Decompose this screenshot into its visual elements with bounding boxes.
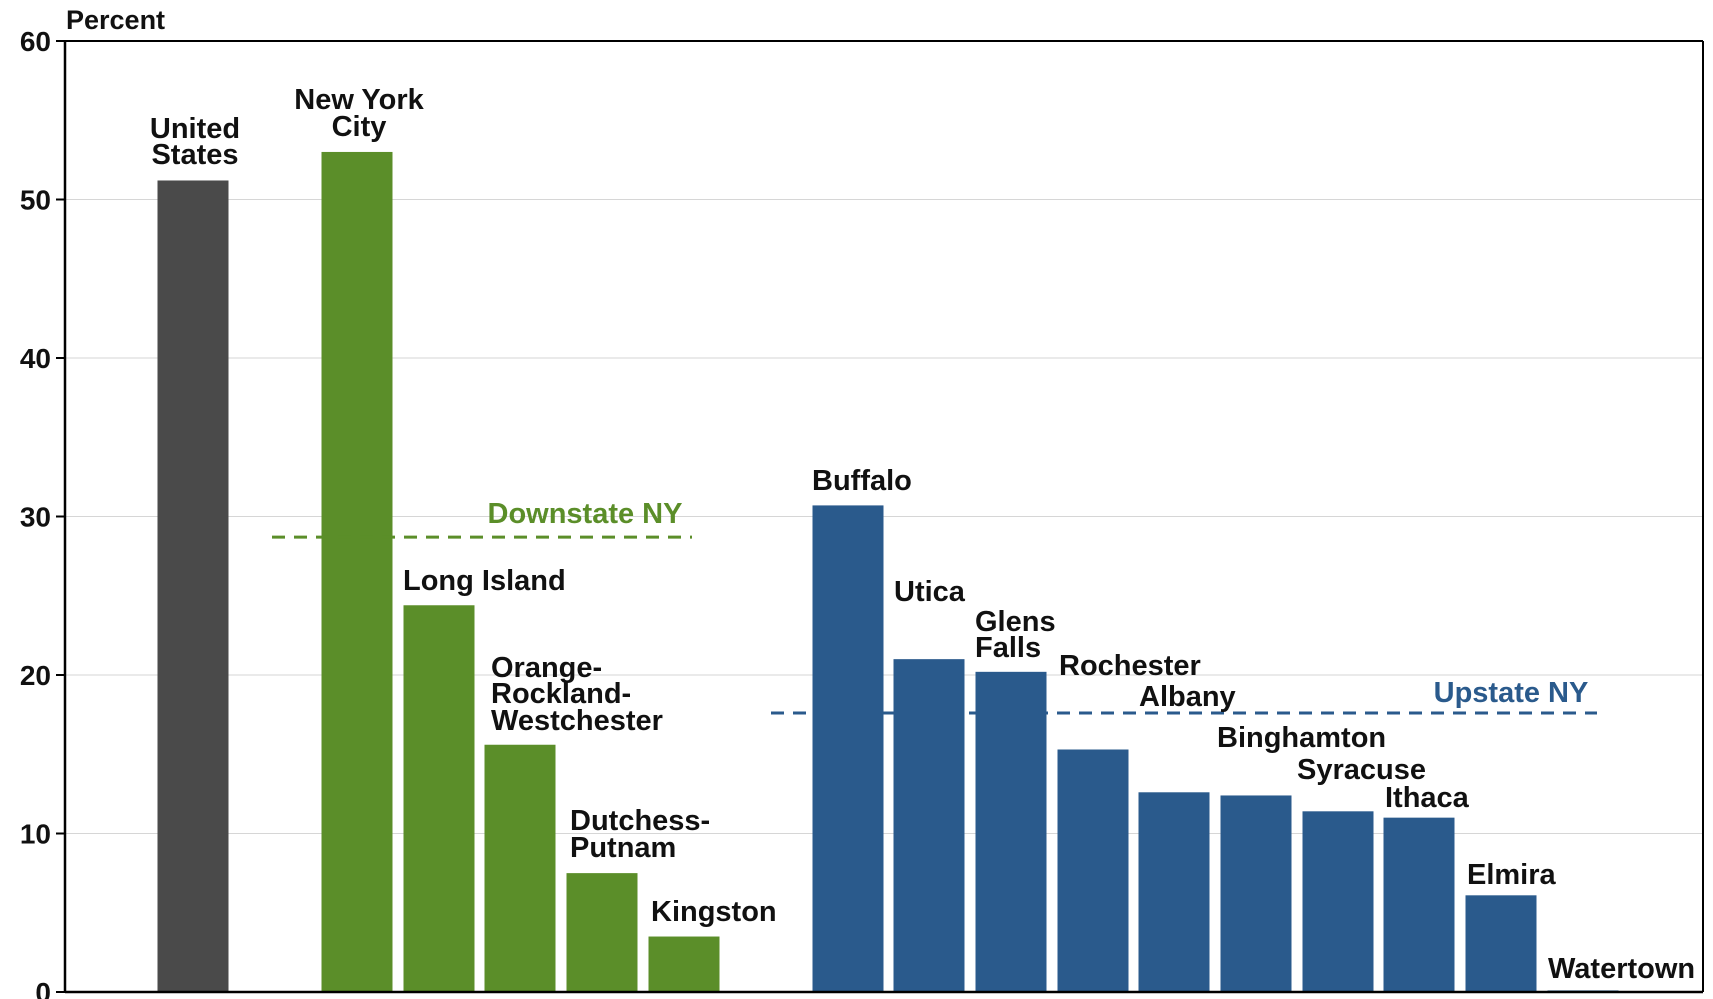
bar-label: New York City xyxy=(294,84,424,143)
y-tick-label: 10 xyxy=(20,819,51,850)
bar xyxy=(566,873,638,992)
bar-label: Dutchess-Putnam xyxy=(570,805,710,864)
y-tick-label: 30 xyxy=(20,502,51,533)
bar xyxy=(812,505,884,992)
gridlines xyxy=(65,199,1703,834)
bar-label: Watertown xyxy=(1548,953,1695,985)
bar-label: Rochester xyxy=(1059,650,1201,682)
bar-labels: United States New York City Long Island Orang… xyxy=(150,84,1695,985)
y-tick-label: 0 xyxy=(35,977,51,999)
bar xyxy=(157,180,229,993)
bar xyxy=(1057,749,1129,992)
bar-label: Albany xyxy=(1139,681,1236,713)
bar-label: Long Island xyxy=(403,565,566,597)
bar-label: Ithaca xyxy=(1385,782,1470,814)
bar xyxy=(484,744,556,992)
bar-label: Glens Falls xyxy=(975,606,1056,664)
bars xyxy=(157,151,1619,993)
bar xyxy=(1138,792,1210,992)
y-tick-label: 60 xyxy=(20,26,51,57)
average-label: Downstate NY xyxy=(488,498,683,530)
axes: 0 10 20 30 40 50 60 xyxy=(20,26,1704,999)
bar xyxy=(1220,795,1292,992)
bar-label: Utica xyxy=(894,576,966,608)
y-tick-label: 50 xyxy=(20,185,51,216)
bar-label: Binghamton xyxy=(1217,722,1386,754)
bar-label: United States xyxy=(150,113,240,171)
bar xyxy=(975,671,1047,992)
bar xyxy=(403,605,475,992)
bar xyxy=(321,151,393,992)
bar xyxy=(893,659,965,992)
bar xyxy=(1302,811,1374,992)
bar-label: Kingston xyxy=(651,896,777,928)
y-tick-label: 20 xyxy=(20,660,51,691)
bar xyxy=(648,936,720,992)
bar-label: Orange-Rockland-Westchester xyxy=(491,652,663,737)
y-tick-label: 40 xyxy=(20,343,51,374)
bar xyxy=(1383,817,1455,992)
average-label: Upstate NY xyxy=(1434,677,1589,709)
bar-label: Elmira xyxy=(1467,859,1557,891)
bar-label: Syracuse xyxy=(1297,754,1426,786)
bar xyxy=(1465,895,1537,992)
y-axis-title: Percent xyxy=(66,5,165,35)
bar-label: Buffalo xyxy=(812,465,912,497)
average-lines: Downstate NY Upstate NY xyxy=(272,498,1597,715)
